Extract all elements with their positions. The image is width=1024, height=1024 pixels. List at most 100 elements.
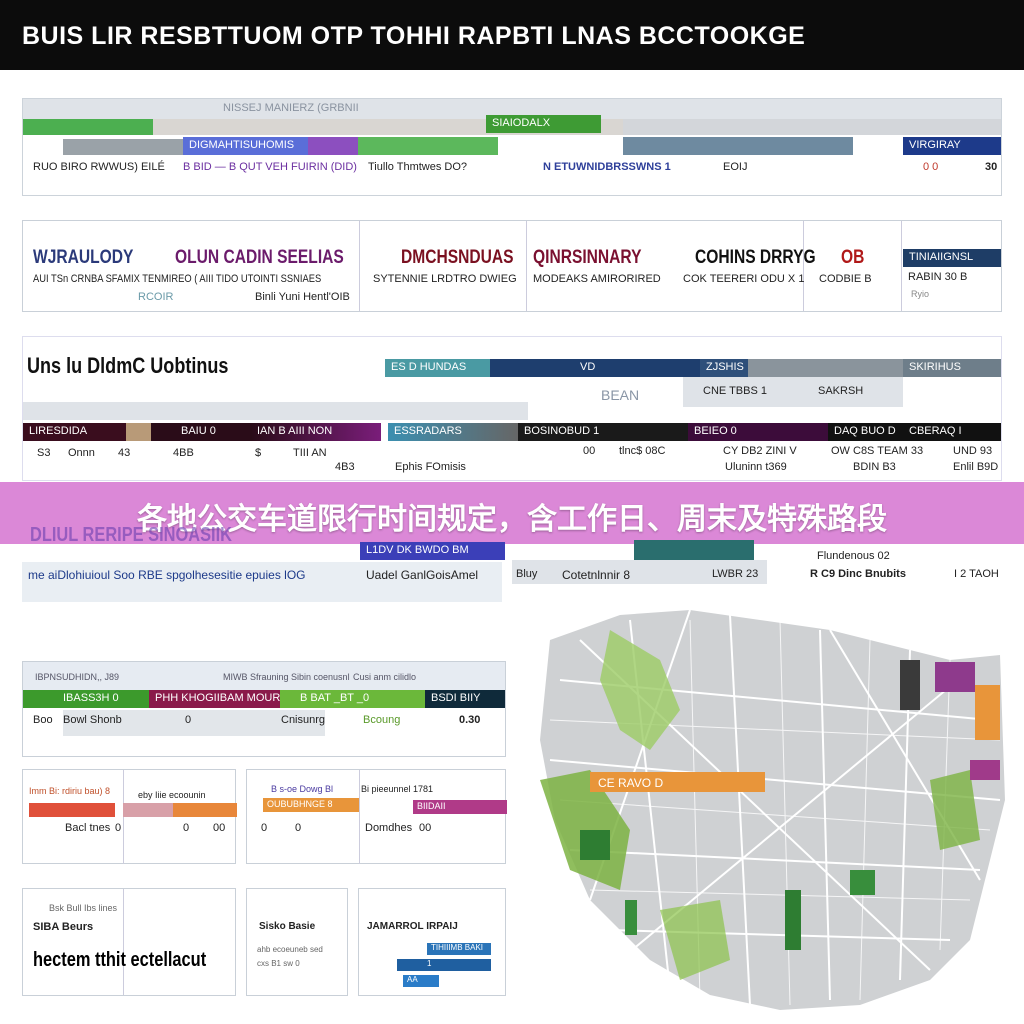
column-header: MIWB Sfrauning Sibin coenusnl <box>223 672 350 682</box>
cell: SAKRSH <box>818 385 864 397</box>
card-foot: RCOIR <box>138 291 174 303</box>
cell: CNE TBBS 1 <box>703 385 767 397</box>
section-title: Uns lu DldmC Uobtinus <box>27 353 229 378</box>
green-block <box>580 830 610 860</box>
cell: Cnisunrg <box>281 714 326 726</box>
column-header: IBPNSUDHIDN,, J89 <box>35 672 120 682</box>
card-value: 00 <box>419 822 432 834</box>
cell: RUO BIRO RWWUS) EILÉ <box>33 161 165 173</box>
cell: I 2 TAOH <box>954 568 999 580</box>
bar: ZJSHIS <box>700 359 748 377</box>
bar: TIHIIIMB BAKI <box>427 943 491 955</box>
cell: 0 0 <box>923 161 939 173</box>
green-park <box>660 900 730 980</box>
card-subtitle: MODEAKS AMIRORIRED <box>533 273 661 285</box>
cell: 4BB <box>173 447 194 459</box>
cell: Onnn <box>68 447 95 459</box>
column-header: Cusi anm cilidlo <box>353 672 417 682</box>
card-title: WJRAULODY <box>33 247 134 268</box>
cell: R C9 Dinc Bnubits <box>810 568 906 580</box>
bar: BAIU 0 <box>151 423 251 441</box>
page-header: BUIS LIR RESBTTUOM OTP TOHHI RAPBTI LNAS… <box>0 0 1024 70</box>
card-title: DMCHSNDUAS <box>401 247 514 268</box>
small-card: B s-oe Dowg Bl Bi pieeunnel 1781 OUBUBHN… <box>246 769 507 864</box>
card-title: OLUN CADIN SEELIAS <box>175 247 344 268</box>
cell: Uadel GanlGoisAmel <box>366 568 479 582</box>
cell: Bluy <box>516 568 538 580</box>
cell: TIII AN <box>293 447 327 459</box>
cell: EOIJ <box>723 161 748 173</box>
card-title: QINRSINNARY <box>533 247 642 268</box>
card-subtitle: AUI TSn CRNBA SFAMIX TENMIREO ( AIII TID… <box>33 273 322 285</box>
bar: BSDI BIIY <box>425 690 505 708</box>
green-park <box>930 770 980 850</box>
bar: BIIDAII <box>413 800 507 814</box>
dark-block <box>900 660 920 710</box>
card-title: OB <box>841 247 865 268</box>
green-tab[interactable]: SIAIODALX <box>486 115 601 133</box>
card-value: 0 <box>183 822 190 834</box>
card-subtitle: COK TEERERI ODU X 1 <box>683 273 805 285</box>
title-banner: 各地公交车道限行时间规定，含工作日、周末及特殊路段 <box>0 482 1024 544</box>
card-head: B s-oe Dowg Bl <box>271 784 334 794</box>
tab-blue[interactable]: DIGMAHTISUHOMIS <box>183 137 333 155</box>
cell: 4B3 <box>335 461 355 473</box>
cell: Bowl Shonb <box>63 714 122 726</box>
purple-block <box>935 662 975 692</box>
card-title: SIBA Beurs <box>33 921 94 933</box>
cell: tlnc$ 08C <box>619 445 666 457</box>
bar: LIRESDIDA <box>23 423 148 441</box>
bar: OUBUBHNGE 8 <box>263 798 359 812</box>
cell: BDIN B3 <box>853 461 896 473</box>
cell: OW C8S TEAM 33 <box>831 445 924 457</box>
cell: 30 <box>985 161 998 173</box>
tab-navy[interactable]: VIRGIRAY <box>903 137 1001 155</box>
card-value: 0 <box>115 822 122 834</box>
top-table: NISSEJ MANIERZ (GRBNII SIAIODALX DIGMAHT… <box>22 98 1002 196</box>
card-title: COHINS DRRYG <box>695 247 816 268</box>
cell: LWBR 23 <box>712 568 759 580</box>
bar: B BAT _BT _0 <box>280 690 425 708</box>
cell: Ephis FOmisis <box>395 461 466 473</box>
cell: Cotetnlnnir 8 <box>562 568 631 582</box>
section-title: DLIUL RERIPE SINOASIIK <box>30 524 232 546</box>
bar: CBERAQ I <box>903 423 1001 441</box>
card-sub: eby Iiie ecoounin <box>138 790 206 800</box>
purple-block <box>970 760 1000 780</box>
bottom-card: Sisko Basie ahb ecoeuneb sed cxs B1 sw 0 <box>246 888 348 996</box>
bar: SKIRIHUS <box>903 359 1001 377</box>
card-label: Domdhes <box>365 822 413 834</box>
cell: 0 <box>185 714 192 726</box>
green-block <box>785 890 801 950</box>
cell: B BID — B QUT VEH FUIRIN (DID) <box>183 161 357 173</box>
cell: me aiDlohiuioul Soo RBE spgolhesesitie e… <box>28 568 306 582</box>
city-map[interactable]: CE RAVO D <box>530 600 1010 1015</box>
cell: 43 <box>118 447 131 459</box>
card-big-text: hectem tthit ectellacut <box>33 949 207 971</box>
card-value: 00 <box>213 822 226 834</box>
cell: $ <box>255 447 262 459</box>
lower-section: DLIUL RERIPE SINOASIIK me aiDlohiuioul S… <box>22 524 1002 606</box>
cell: CY DB2 ZINI V <box>723 445 797 457</box>
green-block <box>850 870 875 895</box>
cell: 0.30 <box>459 714 481 726</box>
card-value: 0 <box>295 822 302 834</box>
cell: 00 <box>583 445 596 457</box>
mid-section: Uns lu DldmC Uobtinus ES D HUNDAS VD ZJS… <box>22 336 1002 481</box>
bar: IBASS3H 0 <box>23 690 149 708</box>
cell: Tiullo Thmtwes DO? <box>368 161 468 173</box>
card-row: cxs B1 sw 0 <box>257 959 300 968</box>
cell: UND 93 <box>953 445 993 457</box>
bar: 1 <box>397 959 491 971</box>
bar: ESSRADARS <box>388 423 518 441</box>
card-subtitle: RABIN 30 B <box>908 271 968 283</box>
summary-table: IBPNSUDHIDN,, J89 MIWB Sfrauning Sibin c… <box>22 661 506 757</box>
card-subtitle: CODBIE B <box>819 273 872 285</box>
card-foot: Ryio <box>911 289 930 299</box>
card-head: Imm Bi: rdiriu bau) 8 <box>29 786 111 796</box>
orange-route-bar <box>590 772 765 792</box>
table-caption: NISSEJ MANIERZ (GRBNII <box>223 102 359 114</box>
card-title: TINIAIIGNSL <box>903 249 1001 267</box>
bar: PHH KHOGIIBAM MOUR <box>149 690 280 708</box>
bar: BOSINOBUD 1 <box>518 423 688 441</box>
